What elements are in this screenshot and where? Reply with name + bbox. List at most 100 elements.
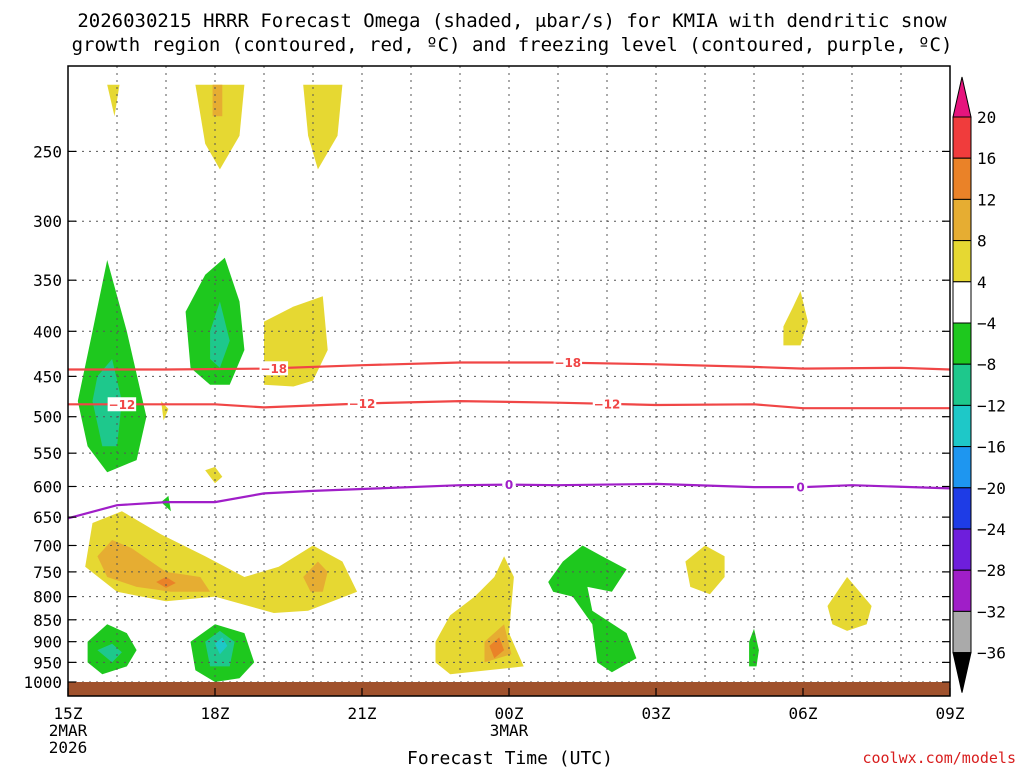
y-tick-label-850: 850 <box>33 611 62 630</box>
colorbar-top-arrow <box>952 76 972 118</box>
x-tick-label-06Z: 06Z <box>789 704 818 723</box>
omega-region-red-low-1 <box>156 577 176 588</box>
x-tick-label-03Z: 03Z <box>642 704 671 723</box>
colorbar-bin-9 <box>952 487 972 530</box>
omega-regions <box>77 84 872 682</box>
contours: −18 −18 −12 −12 −12 0 0 <box>67 355 951 520</box>
colorbar-bottom-arrow <box>952 652 972 693</box>
y-tick-label-350: 350 <box>33 271 62 290</box>
contour-label-bg-dgz-minus12-0 <box>107 397 137 412</box>
colorbar-label-2: 12 <box>977 190 996 209</box>
x-tick-label-00Z: 00Z <box>495 704 524 723</box>
contour-label-bg-freezing-level-1 <box>793 480 808 495</box>
y-tick-label-1000: 1000 <box>23 673 62 692</box>
contour-label-freezing-level-0: 0 <box>505 478 513 492</box>
chart-title-line1: 2026030215 HRRR Forecast Omega (shaded, … <box>77 10 947 32</box>
y-axis: 250 300 350 400 450 500 550 600 650 700 750 800 850 9… <box>23 142 950 692</box>
contour-label-bg-dgz-minus18-0 <box>259 361 289 376</box>
y-tick-label-250: 250 <box>33 142 62 161</box>
colorbar-bin-12 <box>952 610 972 654</box>
omega-region-yellow-right-2 <box>685 545 725 595</box>
contour-label-dgz-minus18-0: −18 <box>260 362 287 376</box>
colorbar-bin-7 <box>952 404 972 448</box>
colorbar-label-6: −8 <box>977 355 996 374</box>
colorbar-bin-3 <box>952 240 972 283</box>
contour-label-bg-dgz-minus12-1 <box>347 396 377 411</box>
contour-label-freezing-level-1: 0 <box>796 481 804 495</box>
colorbar-label-10: −24 <box>977 520 1006 539</box>
omega-region-orange-low-1b <box>303 561 328 592</box>
omega-region-yellow-top-1 <box>107 84 120 117</box>
x-tick-label-09Z: 09Z <box>936 704 965 723</box>
colorbar-label-1: 16 <box>977 149 996 168</box>
y-tick-label-700: 700 <box>33 536 62 555</box>
omega-region-yellow-small-2 <box>205 466 223 484</box>
y-tick-label-500: 500 <box>33 408 62 427</box>
colorbar-bin-2 <box>952 198 972 242</box>
omega-region-yellow-right-3 <box>827 577 872 631</box>
omega-region-yellow-top-2 <box>195 84 245 170</box>
omega-region-green-small-5 <box>161 495 171 512</box>
colorbar-bin-0 <box>952 116 972 159</box>
colorbar-bin-11 <box>952 569 972 612</box>
colorbar: 20 16 12 8 4 −4 −8 −12 −16 −20 −24 −28 −32 −36 <box>952 76 1006 693</box>
x-axis-label: Forecast Time (UTC) <box>407 748 613 768</box>
omega-region-yellow-top-3 <box>303 84 343 170</box>
y-tick-label-750: 750 <box>33 563 62 582</box>
grid-lines <box>68 66 950 683</box>
colorbar-label-8: −16 <box>977 438 1006 457</box>
colorbar-label-9: −20 <box>977 479 1006 498</box>
y-tick-label-800: 800 <box>33 588 62 607</box>
x-tick-sub2-15Z: 2026 <box>49 738 88 757</box>
omega-region-blue-low-4 <box>215 637 228 655</box>
y-tick-label-300: 300 <box>33 212 62 231</box>
colorbar-bin-1 <box>952 157 972 200</box>
colorbar-label-13: −36 <box>977 644 1006 663</box>
omega-region-yellow-top-2b <box>212 84 223 117</box>
colorbar-label-5: −4 <box>977 314 996 333</box>
contour-dgz-minus12 <box>68 399 950 410</box>
colorbar-label-4: 4 <box>977 273 987 292</box>
colorbar-bin-6 <box>952 363 972 406</box>
colorbar-bin-8 <box>952 446 972 489</box>
omega-region-yellow-right-1 <box>783 291 808 346</box>
contour-label-bg-dgz-minus12-2 <box>592 396 622 411</box>
x-tick-label-21Z: 21Z <box>348 704 377 723</box>
x-tick-label-18Z: 18Z <box>201 704 230 723</box>
contour-label-dgz-minus12-1: −12 <box>349 397 376 411</box>
omega-region-orange-low-1 <box>97 540 211 592</box>
x-tick-label-15Z: 15Z <box>54 704 83 723</box>
colorbar-label-11: −28 <box>977 561 1006 580</box>
y-tick-label-450: 450 <box>33 367 62 386</box>
contour-freezing-level <box>67 482 951 520</box>
colorbar-label-7: −12 <box>977 396 1006 415</box>
y-tick-label-600: 600 <box>33 477 62 496</box>
contour-label-dgz-minus12-2: −12 <box>594 397 621 411</box>
colorbar-label-3: 8 <box>977 232 987 251</box>
omega-region-teal-0 <box>92 359 122 447</box>
contour-label-bg-freezing-level-0 <box>502 477 516 492</box>
watermark: coolwx.com/models <box>862 749 1016 767</box>
omega-region-yellow-small-1 <box>161 401 169 421</box>
colorbar-bin-10 <box>952 528 972 571</box>
colorbar-bin-5 <box>952 322 972 365</box>
omega-region-green-low-2 <box>548 545 637 673</box>
x-tick-sub1-00Z: 3MAR <box>490 721 529 740</box>
y-tick-label-550: 550 <box>33 444 62 463</box>
colorbar-bin-4 <box>952 281 972 324</box>
x-tick-sub1-15Z: 2MAR <box>49 721 88 740</box>
contour-label-dgz-minus12-0: −12 <box>109 398 136 412</box>
colorbar-label-0: 20 <box>977 108 996 127</box>
colorbar-label-12: −32 <box>977 602 1006 621</box>
y-tick-label-650: 650 <box>33 508 62 527</box>
y-tick-label-950: 950 <box>33 653 62 672</box>
omega-region-red-low-2 <box>489 637 505 659</box>
omega-region-teal-low-3 <box>97 643 122 663</box>
y-tick-label-900: 900 <box>33 633 62 652</box>
contour-label-bg-dgz-minus18-1 <box>553 355 583 370</box>
chart-title-line2: growth region (contoured, red, ºC) and f… <box>72 34 953 56</box>
y-tick-label-400: 400 <box>33 322 62 341</box>
contour-label-dgz-minus18-1: −18 <box>554 356 581 370</box>
